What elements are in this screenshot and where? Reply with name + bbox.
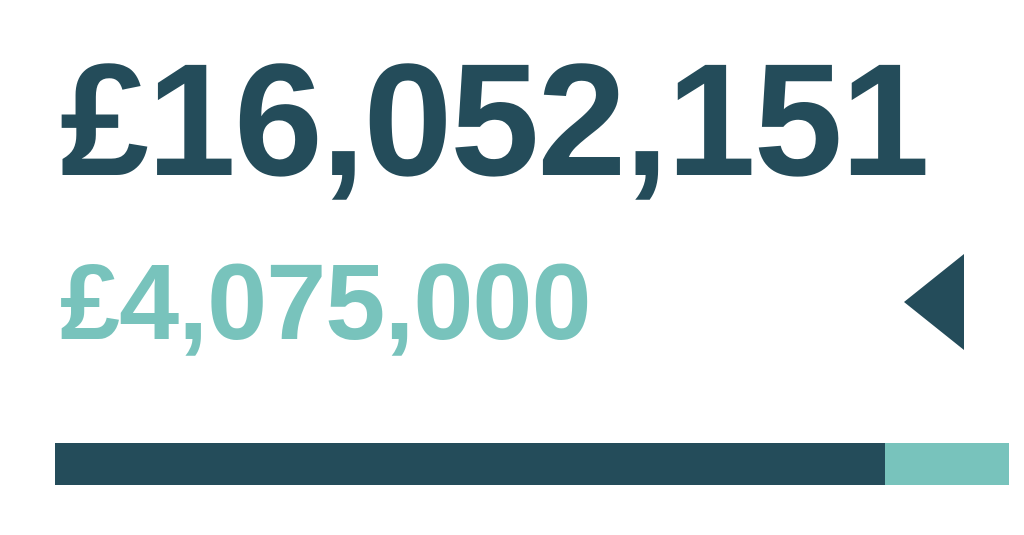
progress-bar-fill (55, 443, 885, 485)
progress-bar-track (55, 443, 1009, 485)
left-pointer-icon (904, 254, 964, 350)
funding-infographic: £16,052,151 £4,075,000 (0, 0, 1024, 535)
primary-amount: £16,052,151 (60, 40, 964, 200)
secondary-row: £4,075,000 (60, 248, 964, 356)
secondary-amount: £4,075,000 (60, 248, 591, 356)
